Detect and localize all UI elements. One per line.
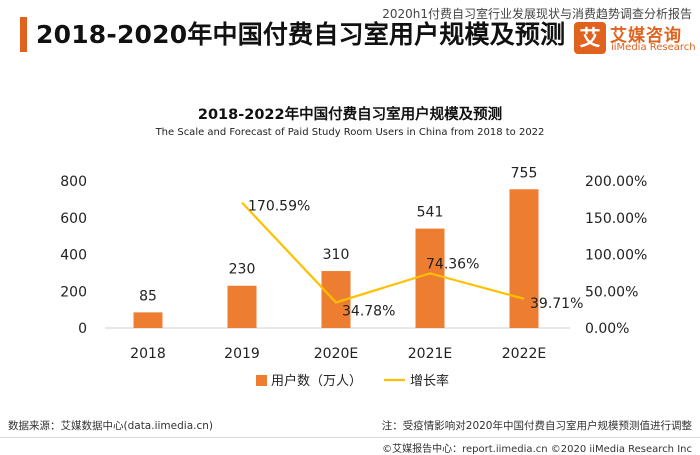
y-left-tick-label: 200 xyxy=(60,284,87,300)
x-tick-label: 2019 xyxy=(224,346,260,362)
y-left-tick-label: 800 xyxy=(60,174,87,190)
growth-rate-label: 74.36% xyxy=(426,256,479,272)
x-tick-label: 2020E xyxy=(314,346,358,362)
bar-2019 xyxy=(227,285,257,328)
copyright: ©艾媒报告中心：report.iimedia.cn ©2020 iiMedia … xyxy=(382,444,692,455)
bar-value-label: 85 xyxy=(139,288,157,304)
bar-value-label: 755 xyxy=(511,165,538,181)
y-right-tick-label: 100.00% xyxy=(585,248,647,264)
y-right-tick-label: 50.00% xyxy=(585,284,638,300)
users-growth-chart: 0 200 400 600 800 0.00% 50.00% 100.00% 150.00% 20… xyxy=(60,165,647,389)
chart-subtitle: The Scale and Forecast of Paid Study Roo… xyxy=(155,127,545,138)
logo-name-en: iiMedia Research xyxy=(611,42,696,53)
page-title: 2018-2020年中国付费自习室用户规模及预测 xyxy=(36,20,566,49)
footnote: 注：受疫情影响对2020年中国付费自习室用户规模预测值进行调整 xyxy=(381,420,692,432)
growth-rate-label: 39.71% xyxy=(530,296,583,312)
chart-title: 2018-2022年中国付费自习室用户规模及预测 xyxy=(197,107,503,123)
bar-2021E xyxy=(415,228,445,328)
footer-divider xyxy=(0,437,700,438)
title-accent-bar xyxy=(20,17,27,52)
bar-2018 xyxy=(133,312,163,328)
legend-bar-swatch xyxy=(256,375,267,386)
x-tick-label: 2018 xyxy=(130,346,166,362)
bar-2022E xyxy=(509,189,539,328)
brand-logo: 艾 艾媒咨询 iiMedia Research xyxy=(574,22,696,58)
y-left-tick-label: 0 xyxy=(78,321,87,337)
bar-value-label: 230 xyxy=(229,262,256,278)
legend-bar-label: 用户数（万人） xyxy=(271,373,362,389)
logo-name-cn: 艾媒咨询 xyxy=(610,26,682,46)
bar-value-label: 310 xyxy=(323,247,350,263)
growth-rate-label: 170.59% xyxy=(248,199,310,215)
legend-line-label: 增长率 xyxy=(410,373,449,389)
y-left-tick-label: 400 xyxy=(60,248,87,264)
y-right-tick-label: 150.00% xyxy=(585,211,647,227)
x-tick-label: 2022E xyxy=(502,346,546,362)
logo-mark: 艾 xyxy=(574,22,606,54)
y-right-tick-label: 0.00% xyxy=(585,321,629,337)
data-source: 数据来源：艾媒数据中心(data.iimedia.cn) xyxy=(8,420,213,432)
bar-value-label: 541 xyxy=(417,205,444,221)
y-right-tick-label: 200.00% xyxy=(585,174,647,190)
growth-rate-line xyxy=(241,201,525,304)
y-left-tick-label: 600 xyxy=(60,211,87,227)
x-tick-label: 2021E xyxy=(408,346,452,362)
report-name: 2020h1付费自习室行业发展现状与消费趋势调查分析报告 xyxy=(382,7,692,21)
growth-rate-label: 34.78% xyxy=(342,303,395,319)
